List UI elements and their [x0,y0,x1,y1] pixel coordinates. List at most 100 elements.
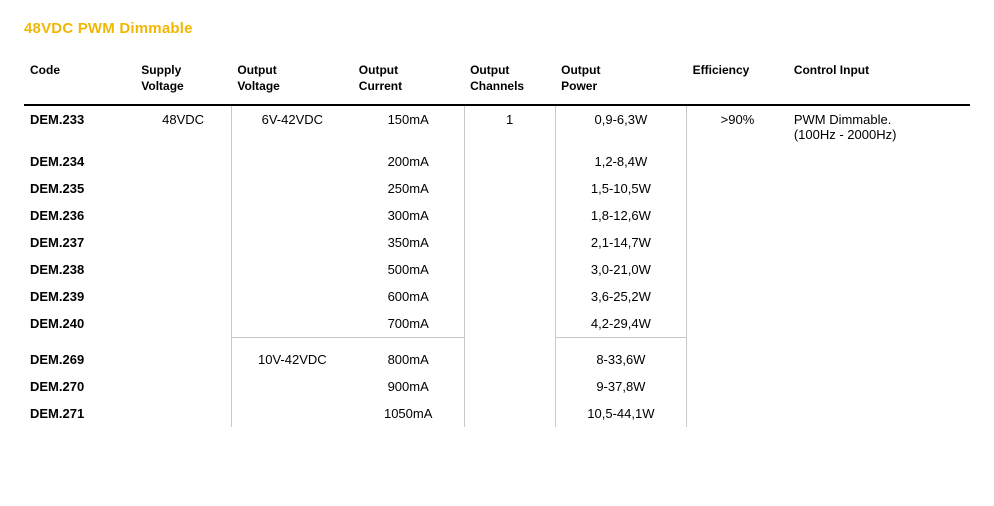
cell-output_channels [464,283,555,310]
col-header-control-input: Control Input [788,59,970,105]
cell-efficiency [687,373,788,400]
cell-code: DEM.271 [24,400,135,427]
cell-output_current: 250mA [353,175,464,202]
cell-efficiency [687,202,788,229]
cell-output_current: 700mA [353,310,464,338]
cell-supply_voltage [135,202,231,229]
table-row: DEM.271 1050mA 10,5-44,1W [24,400,970,427]
cell-output_power: 3,0-21,0W [555,256,687,283]
cell-output_power: 2,1-14,7W [555,229,687,256]
cell-output_channels [464,202,555,229]
section-title: 48VDC PWM Dimmable [24,20,970,37]
cell-supply_voltage [135,373,231,400]
cell-code: DEM.270 [24,373,135,400]
cell-efficiency [687,175,788,202]
table-row: DEM.235250mA1,5-10,5W [24,175,970,202]
cell-output_channels: 1 [464,105,555,148]
table-header-row: Code SupplyVoltage OutputVoltage OutputC… [24,59,970,105]
cell-supply_voltage [135,338,231,374]
cell-supply_voltage [135,283,231,310]
cell-output_voltage [231,175,352,202]
cell-output_current: 800mA [353,338,464,374]
cell-output_power: 3,6-25,2W [555,283,687,310]
cell-output_power: 10,5-44,1W [555,400,687,427]
cell-supply_voltage [135,175,231,202]
cell-output_voltage [231,229,352,256]
cell-output_power: 1,2-8,4W [555,148,687,175]
cell-output_power: 1,5-10,5W [555,175,687,202]
cell-efficiency [687,338,788,374]
table-row: DEM.240 700mA 4,2-29,4W [24,310,970,338]
cell-code: DEM.238 [24,256,135,283]
cell-output_current: 600mA [353,283,464,310]
cell-output_current: 900mA [353,373,464,400]
cell-output_current: 500mA [353,256,464,283]
cell-efficiency [687,283,788,310]
cell-output_voltage [231,283,352,310]
cell-output_current: 350mA [353,229,464,256]
cell-supply_voltage [135,310,231,338]
cell-code: DEM.234 [24,148,135,175]
cell-output_power: 9-37,8W [555,373,687,400]
cell-output_voltage [231,202,352,229]
cell-control_input [788,338,970,374]
spec-table: Code SupplyVoltage OutputVoltage OutputC… [24,59,970,427]
cell-output_voltage [231,310,352,338]
table-row: DEM.237 350mA 2,1-14,7W [24,229,970,256]
cell-output_voltage [231,148,352,175]
col-header-supply-voltage: SupplyVoltage [135,59,231,105]
col-header-output-current: OutputCurrent [353,59,464,105]
table-row: DEM.236300mA1,8-12,6W [24,202,970,229]
cell-control_input [788,400,970,427]
cell-output_channels [464,148,555,175]
table-row: DEM.234200mA1,2-8,4W [24,148,970,175]
cell-control_input [788,229,970,256]
cell-output_power: 1,8-12,6W [555,202,687,229]
cell-output_current: 1050mA [353,400,464,427]
cell-code: DEM.236 [24,202,135,229]
table-row: DEM.270 900mA 9-37,8W [24,373,970,400]
table-row: DEM.238 500mA 3,0-21,0W [24,256,970,283]
cell-supply_voltage [135,400,231,427]
cell-code: DEM.240 [24,310,135,338]
table-body: DEM.23348VDC6V-42VDC150mA10,9-6,3W>90%PW… [24,105,970,427]
cell-efficiency [687,229,788,256]
cell-code: DEM.237 [24,229,135,256]
cell-control_input [788,283,970,310]
cell-output_current: 150mA [353,105,464,148]
cell-output_channels [464,256,555,283]
cell-output_voltage [231,400,352,427]
cell-efficiency [687,148,788,175]
cell-output_channels [464,338,555,374]
cell-output_voltage [231,256,352,283]
cell-code: DEM.239 [24,283,135,310]
cell-output_channels [464,175,555,202]
cell-output_voltage [231,373,352,400]
cell-control_input: PWM Dimmable.(100Hz - 2000Hz) [788,105,970,148]
col-header-output-channels: OutputChannels [464,59,555,105]
cell-control_input [788,256,970,283]
cell-supply_voltage [135,229,231,256]
cell-output_voltage: 10V-42VDC [231,338,352,374]
cell-control_input [788,373,970,400]
col-header-efficiency: Efficiency [687,59,788,105]
table-row: DEM.239 600mA 3,6-25,2W [24,283,970,310]
cell-output_power: 4,2-29,4W [555,310,687,338]
cell-output_power: 0,9-6,3W [555,105,687,148]
cell-efficiency [687,400,788,427]
cell-control_input [788,175,970,202]
cell-output_power: 8-33,6W [555,338,687,374]
cell-supply_voltage: 48VDC [135,105,231,148]
cell-output_channels [464,400,555,427]
cell-supply_voltage [135,256,231,283]
cell-efficiency [687,256,788,283]
table-row: DEM.26910V-42VDC800mA8-33,6W [24,338,970,374]
col-header-code: Code [24,59,135,105]
col-header-output-voltage: OutputVoltage [231,59,352,105]
col-header-output-power: OutputPower [555,59,687,105]
table-row: DEM.23348VDC6V-42VDC150mA10,9-6,3W>90%PW… [24,105,970,148]
cell-output_channels [464,310,555,338]
cell-output_channels [464,373,555,400]
cell-code: DEM.233 [24,105,135,148]
cell-efficiency [687,310,788,338]
